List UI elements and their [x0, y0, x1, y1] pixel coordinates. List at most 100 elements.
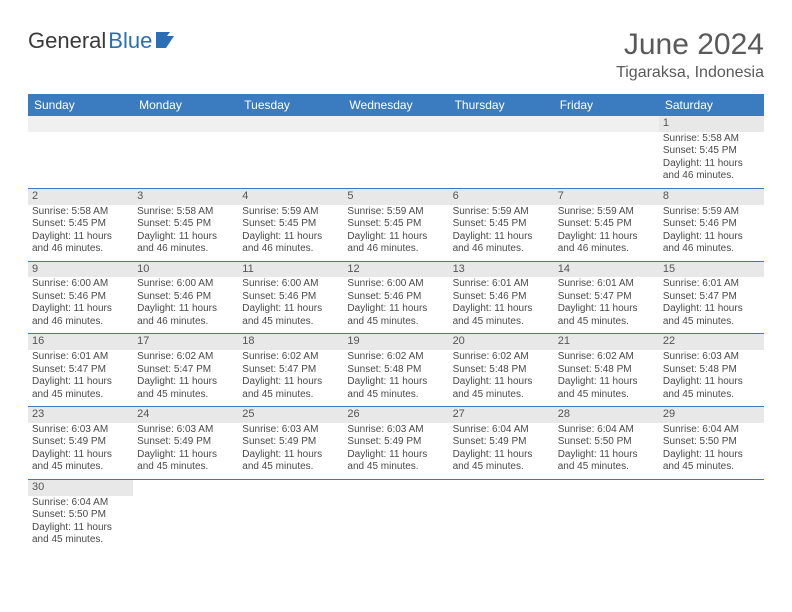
day-number: 25	[238, 407, 343, 423]
daylight-1: Daylight: 11 hours	[663, 158, 760, 171]
day-details: Sunrise: 6:00 AMSunset: 5:46 PMDaylight:…	[343, 277, 448, 334]
day-number: 17	[133, 334, 238, 350]
brand-part1: General	[28, 28, 106, 54]
sunrise: Sunrise: 5:58 AM	[32, 206, 129, 219]
day-details: Sunrise: 5:59 AMSunset: 5:45 PMDaylight:…	[238, 205, 343, 262]
day-number	[28, 116, 133, 132]
sunset: Sunset: 5:45 PM	[242, 218, 339, 231]
daylight-2: and 46 minutes.	[453, 243, 550, 256]
day-details	[238, 496, 343, 552]
daylight-2: and 45 minutes.	[453, 461, 550, 474]
day-details	[238, 132, 343, 189]
day-details: Sunrise: 6:03 AMSunset: 5:49 PMDaylight:…	[238, 423, 343, 480]
day-number	[554, 479, 659, 495]
location: Tigaraksa, Indonesia	[616, 64, 764, 82]
daynum-row: 16171819202122	[28, 334, 764, 350]
day-number: 8	[659, 188, 764, 204]
day-number: 15	[659, 261, 764, 277]
sunrise: Sunrise: 6:01 AM	[453, 278, 550, 291]
day-number	[343, 116, 448, 132]
day-number: 20	[449, 334, 554, 350]
day-number: 27	[449, 407, 554, 423]
sunset: Sunset: 5:46 PM	[137, 291, 234, 304]
day-number	[238, 479, 343, 495]
sunset: Sunset: 5:47 PM	[32, 364, 129, 377]
day-number: 28	[554, 407, 659, 423]
weekday-header: Monday	[133, 94, 238, 116]
sunset: Sunset: 5:46 PM	[242, 291, 339, 304]
details-row: Sunrise: 6:03 AM Sunset: 5:49 PM Daylight:…	[28, 423, 764, 480]
day-number: 4	[238, 188, 343, 204]
day-number: 12	[343, 261, 448, 277]
daylight-1: Daylight: 11 hours	[347, 449, 444, 462]
sunrise: Sunrise: 6:02 AM	[137, 351, 234, 364]
details-row: Sunrise: 5:58 AMSunset: 5:45 PMDaylight:…	[28, 132, 764, 189]
sunset: Sunset: 5:45 PM	[32, 218, 129, 231]
daylight-2: and 46 minutes.	[558, 243, 655, 256]
day-details: Sunrise: 5:58 AMSunset: 5:45 PMDaylight:…	[28, 205, 133, 262]
day-number: 13	[449, 261, 554, 277]
daylight-2: and 45 minutes.	[663, 316, 760, 329]
sunrise: Sunrise: 6:03 AM	[663, 351, 760, 364]
day-number	[449, 116, 554, 132]
day-number: 18	[238, 334, 343, 350]
day-number: 6	[449, 188, 554, 204]
sunrise: Sunrise: 6:03 AM	[137, 424, 234, 437]
sunset: Sunset: 5:50 PM	[558, 436, 655, 449]
day-number: 29	[659, 407, 764, 423]
details-row: Sunrise: 6:00 AMSunset: 5:46 PMDaylight:…	[28, 277, 764, 334]
sunset: Sunset: 5:45 PM	[453, 218, 550, 231]
daylight-1: Daylight: 11 hours	[137, 231, 234, 244]
sunset: Sunset: 5:47 PM	[137, 364, 234, 377]
daylight-1: Daylight: 11 hours	[242, 303, 339, 316]
day-number: 5	[343, 188, 448, 204]
day-details: Sunrise: 6:02 AMSunset: 5:48 PMDaylight:…	[449, 350, 554, 407]
day-details: Sunrise: 6:01 AMSunset: 5:47 PMDaylight:…	[659, 277, 764, 334]
day-details: Sunrise: 5:59 AMSunset: 5:45 PMDaylight:…	[343, 205, 448, 262]
details-row: Sunrise: 6:04 AMSunset: 5:50 PMDaylight:…	[28, 496, 764, 552]
day-details	[554, 496, 659, 552]
sunrise: Sunrise: 5:59 AM	[242, 206, 339, 219]
day-details: Sunrise: 6:03 AMSunset: 5:49 PMDaylight:…	[343, 423, 448, 480]
sunrise: Sunrise: 6:00 AM	[347, 278, 444, 291]
daylight-2: and 45 minutes.	[242, 389, 339, 402]
day-details: Sunrise: 6:04 AMSunset: 5:49 PMDaylight:…	[449, 423, 554, 480]
sunrise: Sunrise: 6:02 AM	[558, 351, 655, 364]
daylight-2: and 46 minutes.	[663, 243, 760, 256]
day-details: Sunrise: 5:59 AMSunset: 5:45 PMDaylight:…	[554, 205, 659, 262]
daylight-2: and 46 minutes.	[137, 316, 234, 329]
daynum-row: 30	[28, 479, 764, 495]
daylight-1: Daylight: 11 hours	[242, 231, 339, 244]
daylight-2: and 45 minutes.	[137, 461, 234, 474]
day-details	[449, 132, 554, 189]
daylight-1: Daylight: 11 hours	[663, 376, 760, 389]
day-number	[133, 479, 238, 495]
day-details	[554, 132, 659, 189]
sunset: Sunset: 5:45 PM	[663, 145, 760, 158]
daylight-2: and 45 minutes.	[453, 389, 550, 402]
daylight-2: and 45 minutes.	[32, 389, 129, 402]
day-number: 22	[659, 334, 764, 350]
daylight-1: Daylight: 11 hours	[347, 231, 444, 244]
sunrise: Sunrise: 5:59 AM	[453, 206, 550, 219]
sunrise: Sunrise: 6:04 AM	[32, 497, 129, 510]
sunset: Sunset: 5:46 PM	[32, 291, 129, 304]
day-details: Sunrise: 6:00 AMSunset: 5:46 PMDaylight:…	[28, 277, 133, 334]
daylight-2: and 46 minutes.	[32, 316, 129, 329]
daylight-2: and 45 minutes.	[663, 389, 760, 402]
sunset: Sunset: 5:48 PM	[453, 364, 550, 377]
weekday-header: Sunday	[28, 94, 133, 116]
daynum-row: 1	[28, 116, 764, 132]
daylight-2: and 45 minutes.	[242, 316, 339, 329]
daylight-1: Daylight: 11 hours	[32, 522, 129, 535]
sunset: Sunset: 5:49 PM	[242, 436, 339, 449]
daylight-1: Daylight: 11 hours	[453, 376, 550, 389]
calendar-body: 1Sunrise: 5:58 AMSunset: 5:45 PMDaylight…	[28, 116, 764, 552]
sunrise: Sunrise: 5:59 AM	[347, 206, 444, 219]
daylight-2: and 46 minutes.	[137, 243, 234, 256]
day-details	[343, 496, 448, 552]
daynum-row: 2345678	[28, 188, 764, 204]
daylight-2: and 45 minutes.	[242, 461, 339, 474]
daynum-row: 23242526272829	[28, 407, 764, 423]
day-number: 26	[343, 407, 448, 423]
